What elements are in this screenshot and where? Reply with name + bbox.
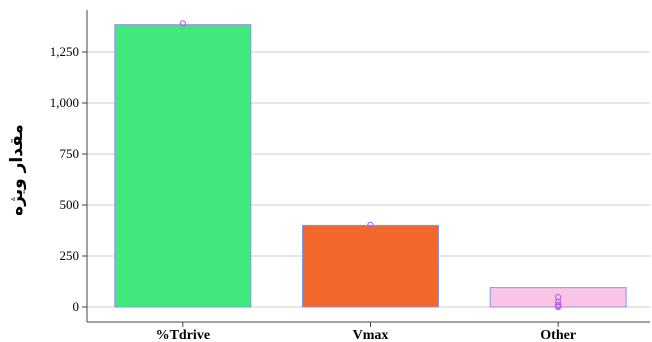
bar-vmax (302, 224, 439, 308)
y-axis-label: مقدار ویژه (7, 124, 27, 216)
data-point (179, 20, 186, 27)
y-tick-label: 0 (73, 299, 80, 314)
data-points (179, 20, 562, 311)
x-tick-labels: %Tdrive Vmax Other (156, 322, 576, 342)
axes (86, 10, 650, 323)
x-tick-label: Vmax (353, 328, 389, 342)
y-tick-label: 1,000 (50, 95, 79, 110)
y-tick-label: 500 (60, 197, 80, 212)
y-tick-label: 250 (60, 248, 80, 263)
y-tick-labels: 0 250 500 750 1,000 1,250 (50, 44, 87, 314)
y-tick-label: 1,250 (50, 44, 79, 59)
x-tick-label: Other (540, 328, 576, 342)
bar-tdrive (114, 24, 252, 308)
y-tick-label: 750 (60, 146, 80, 161)
x-tick-label: %Tdrive (156, 328, 210, 342)
bar-other (489, 287, 627, 308)
bars (114, 24, 627, 308)
data-point (367, 221, 374, 228)
data-point (555, 303, 562, 311)
